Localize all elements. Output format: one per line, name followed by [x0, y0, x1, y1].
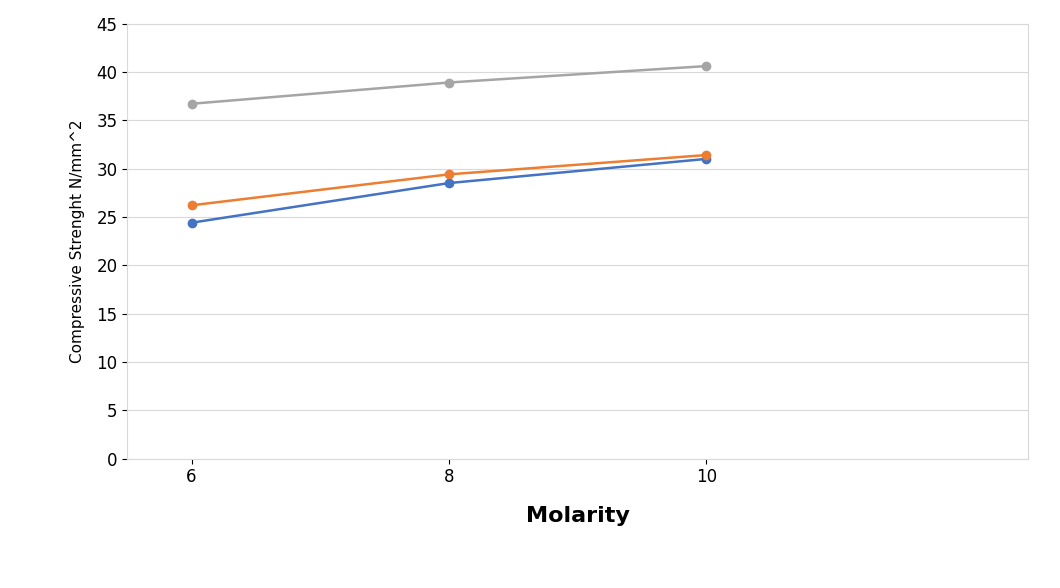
- 3 days: [186, 219, 198, 226]
- Y-axis label: Compressive Strenght N/mm^2: Compressive Strenght N/mm^2: [70, 119, 85, 363]
- 28 days: [443, 79, 456, 86]
- Line: 3 days: 3 days: [188, 155, 710, 227]
- 7 days: [443, 171, 456, 178]
- 7 days: [186, 202, 198, 209]
- 3 days: [443, 179, 456, 186]
- 28 days: [186, 100, 198, 107]
- 7 days: [700, 152, 712, 159]
- Line: 7 days: 7 days: [188, 151, 710, 209]
- X-axis label: Molarity: Molarity: [526, 506, 630, 526]
- 28 days: [700, 62, 712, 69]
- 3 days: [700, 155, 712, 162]
- Line: 28 days: 28 days: [188, 62, 710, 108]
